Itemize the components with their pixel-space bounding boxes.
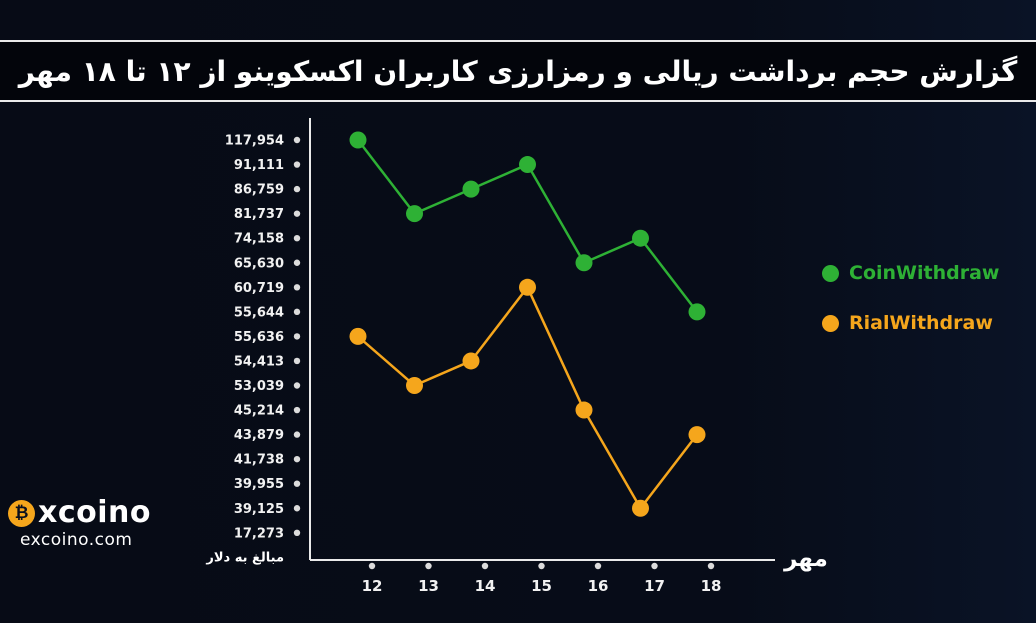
svg-text:81,737: 81,737 xyxy=(234,207,284,222)
svg-text:15: 15 xyxy=(531,577,552,595)
svg-text:117,954: 117,954 xyxy=(225,134,284,149)
rialwithdraw-series-dot-icon xyxy=(822,314,839,332)
svg-text:13: 13 xyxy=(418,577,439,595)
excoino-coin-icon: ₿ xyxy=(8,499,35,527)
svg-text:86,759: 86,759 xyxy=(234,183,284,198)
svg-text:18: 18 xyxy=(701,577,722,595)
legend-label-rialwithdraw: RialWithdraw xyxy=(849,312,993,334)
svg-text:16: 16 xyxy=(588,577,609,595)
logo-wordmark: xcoino xyxy=(38,495,151,530)
svg-text:17: 17 xyxy=(644,577,665,595)
title-banner: گزارش حجم برداشت ریالی و رمزارزی کاربران… xyxy=(0,40,1036,102)
svg-text:55,636: 55,636 xyxy=(234,330,284,345)
svg-text:60,719: 60,719 xyxy=(234,281,284,296)
svg-text:41,738: 41,738 xyxy=(234,453,284,468)
svg-text:74,158: 74,158 xyxy=(234,232,284,247)
svg-text:55,644: 55,644 xyxy=(234,305,284,320)
svg-text:45,214: 45,214 xyxy=(234,404,284,419)
svg-text:43,879: 43,879 xyxy=(234,428,284,443)
svg-text:65,630: 65,630 xyxy=(234,256,284,271)
logo-url: excoino.com xyxy=(20,530,133,550)
legend-item-rialwithdraw: RialWithdraw xyxy=(822,312,999,334)
svg-text:14: 14 xyxy=(475,577,496,595)
excoino-logo: ₿ xcoino excoino.com xyxy=(8,498,151,550)
svg-text:12: 12 xyxy=(362,577,383,595)
svg-text:53,039: 53,039 xyxy=(234,379,284,394)
coinwithdraw-series-dot-icon xyxy=(822,264,839,282)
legend-item-coinwithdraw: CoinWithdraw xyxy=(822,262,999,284)
svg-text:91,111: 91,111 xyxy=(234,158,284,173)
chart-legend: CoinWithdraw RialWithdraw xyxy=(822,262,999,334)
svg-text:مهر: مهر xyxy=(783,546,828,572)
svg-text:مبالغ به دلار: مبالغ به دلار xyxy=(205,550,284,565)
page-title: گزارش حجم برداشت ریالی و رمزارزی کاربران… xyxy=(18,54,1018,88)
svg-text:39,955: 39,955 xyxy=(234,477,284,492)
svg-text:17,273: 17,273 xyxy=(234,526,284,541)
legend-label-coinwithdraw: CoinWithdraw xyxy=(849,262,1000,284)
svg-text:39,125: 39,125 xyxy=(234,502,284,517)
logo-wordmark-row: ₿ xcoino xyxy=(8,498,151,528)
svg-text:54,413: 54,413 xyxy=(234,354,284,369)
